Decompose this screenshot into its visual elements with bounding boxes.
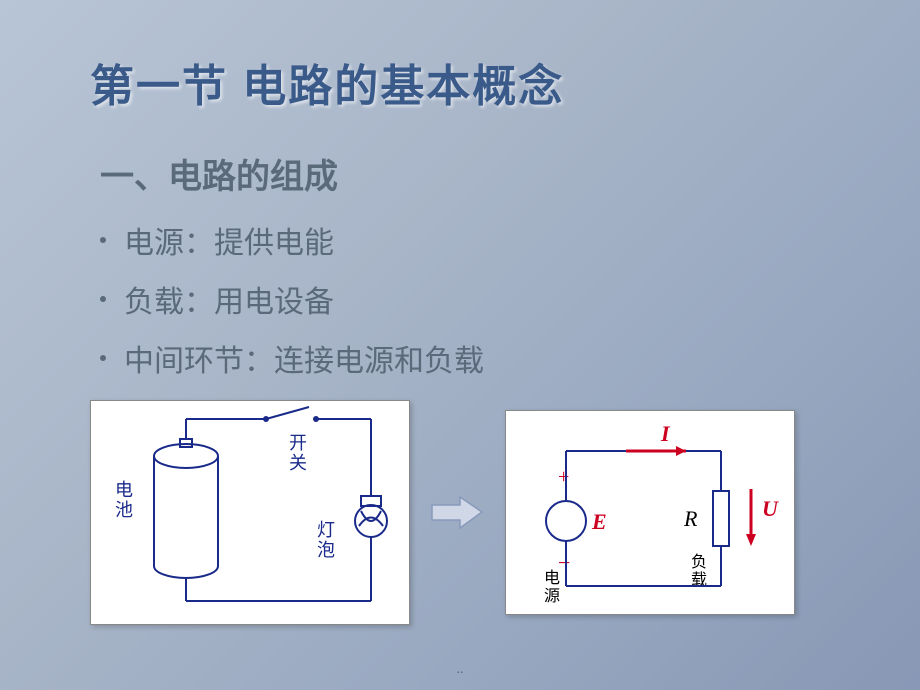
- bullet-dot-icon: [100, 355, 106, 361]
- bullet-text: 中间环节：连接电源和负载: [124, 336, 484, 380]
- bullet-item: 负载：用电设备: [100, 277, 850, 321]
- bullet-text: 电源：提供电能: [124, 218, 334, 262]
- schematic-circuit-svg: + − E 电源 I R 负载 U: [506, 411, 796, 616]
- bullet-text: 负载：用电设备: [124, 277, 334, 321]
- slide-subtitle: 一、电路的组成: [100, 149, 850, 198]
- bulb-label: 灯泡: [317, 520, 335, 560]
- source-label: 电源: [544, 569, 560, 605]
- slide: 第一节 电路的基本概念 一、电路的组成 电源：提供电能 负载：用电设备 中间环节…: [0, 0, 920, 690]
- bullet-item: 中间环节：连接电源和负载: [100, 336, 850, 380]
- physical-circuit-svg: 电池 开关 灯泡: [91, 401, 411, 626]
- bullet-item: 电源：提供电能: [100, 218, 850, 262]
- bullet-list: 电源：提供电能 负载：用电设备 中间环节：连接电源和负载: [100, 218, 850, 380]
- slide-title: 第一节 电路的基本概念: [90, 50, 850, 114]
- plus-sign: +: [558, 466, 569, 488]
- switch-label: 开关: [289, 433, 307, 473]
- current-symbol: I: [660, 421, 671, 446]
- bullet-dot-icon: [100, 237, 106, 243]
- voltage-symbol: U: [762, 496, 779, 521]
- physical-circuit-diagram: 电池 开关 灯泡: [90, 400, 410, 625]
- battery-label: 电池: [115, 480, 133, 520]
- footer-pagination: ..: [457, 662, 464, 678]
- transform-arrow-icon: [430, 495, 485, 530]
- load-label: 负载: [691, 553, 707, 589]
- diagrams-row: 电池 开关 灯泡: [90, 400, 850, 625]
- schematic-circuit-diagram: + − E 电源 I R 负载 U: [505, 410, 795, 615]
- emf-symbol: E: [591, 509, 607, 534]
- resistance-symbol: R: [683, 506, 698, 531]
- bullet-dot-icon: [100, 296, 106, 302]
